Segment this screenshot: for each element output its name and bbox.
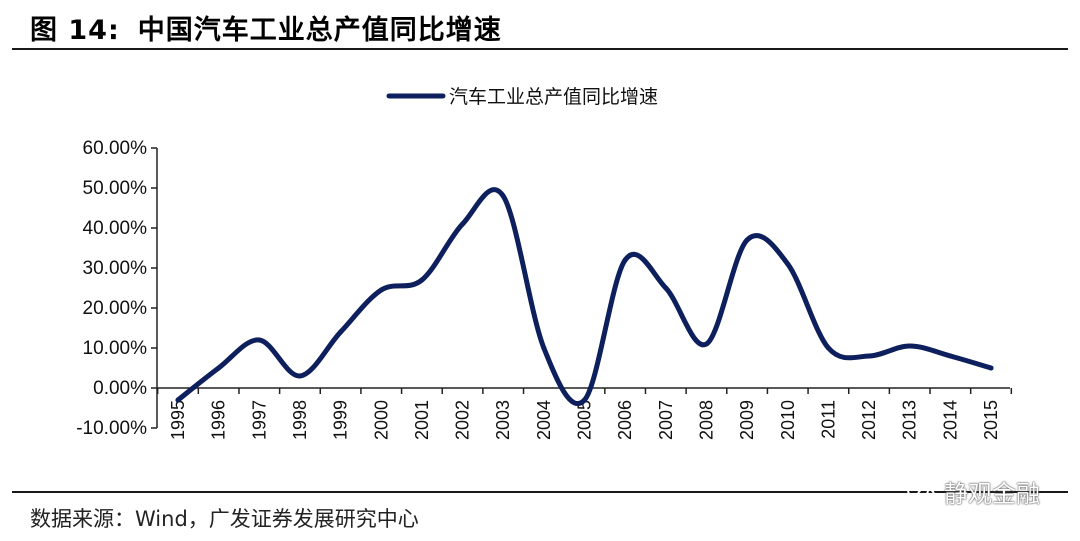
x-tick-label: 2002: [453, 400, 473, 440]
y-tick-label: 50.00%: [83, 178, 148, 199]
data-point: [216, 366, 221, 371]
x-tick-label: 1999: [331, 400, 351, 440]
x-tick-label: 2008: [696, 400, 716, 440]
wechat-icon: [906, 479, 936, 505]
x-tick-label: 1996: [209, 400, 229, 440]
y-tick-label: 30.00%: [83, 258, 148, 279]
chart-legend: 汽车工业总产值同比增速: [389, 86, 658, 108]
x-axis: 1995 1996 1997 1998 1999 2000 2001 2002 2003 2004…: [157, 388, 1011, 440]
y-tick-label: 20.00%: [83, 298, 148, 319]
source-note: 数据来源：Wind，广发证券发展研究中心: [30, 503, 419, 533]
x-tick-label: 2010: [778, 400, 798, 440]
y-tick-label: -10.00%: [76, 418, 147, 439]
y-tick-label: 10.00%: [83, 338, 148, 359]
data-point: [907, 344, 912, 349]
data-point: [176, 398, 181, 403]
x-tick-label: 2011: [818, 400, 838, 439]
data-point: [379, 288, 384, 293]
data-point: [257, 338, 262, 343]
data-point: [745, 238, 750, 243]
data-point: [460, 222, 465, 227]
x-tick-label: 2013: [900, 400, 920, 440]
x-tick-label: 1997: [249, 400, 269, 440]
data-point: [785, 262, 790, 267]
x-tick-label: 2012: [859, 400, 879, 440]
x-tick-label: 2003: [493, 400, 513, 440]
series-group: [176, 190, 994, 404]
data-point: [419, 278, 424, 283]
series-line: [178, 190, 991, 404]
data-point: [297, 374, 302, 379]
x-tick-label: 2015: [981, 400, 1001, 440]
data-point: [338, 330, 343, 335]
y-tick-label: 0.00%: [93, 378, 147, 399]
x-tick-label: 1998: [290, 400, 310, 440]
legend-label: 汽车工业总产值同比增速: [449, 86, 658, 108]
x-tick-label: 2007: [656, 400, 676, 440]
x-tick-label: 2014: [940, 400, 960, 440]
x-tick-label: 2006: [615, 400, 635, 440]
x-tick-label: 1995: [168, 400, 188, 440]
data-point: [663, 286, 668, 291]
x-tick-label: 2009: [737, 400, 757, 440]
watermark-text: 静观金融: [944, 474, 1040, 509]
data-point: [989, 366, 994, 371]
y-tick-label: 60.00%: [83, 138, 148, 159]
data-point: [948, 354, 953, 359]
watermark: 静观金融: [906, 474, 1040, 509]
x-tick-label: 2001: [412, 400, 432, 440]
x-tick-label: 2000: [371, 400, 391, 440]
data-point: [867, 354, 872, 359]
data-point: [582, 398, 587, 403]
data-point: [826, 346, 831, 351]
data-point: [541, 346, 546, 351]
x-tick-label: 2004: [534, 400, 554, 440]
data-point: [623, 258, 628, 263]
data-point: [704, 342, 709, 347]
y-axis: -10.00% 0.00% 10.00% 20.00% 30.00% 40.00% 50.0…: [76, 138, 157, 439]
data-point: [501, 194, 506, 199]
y-tick-label: 40.00%: [83, 218, 148, 239]
